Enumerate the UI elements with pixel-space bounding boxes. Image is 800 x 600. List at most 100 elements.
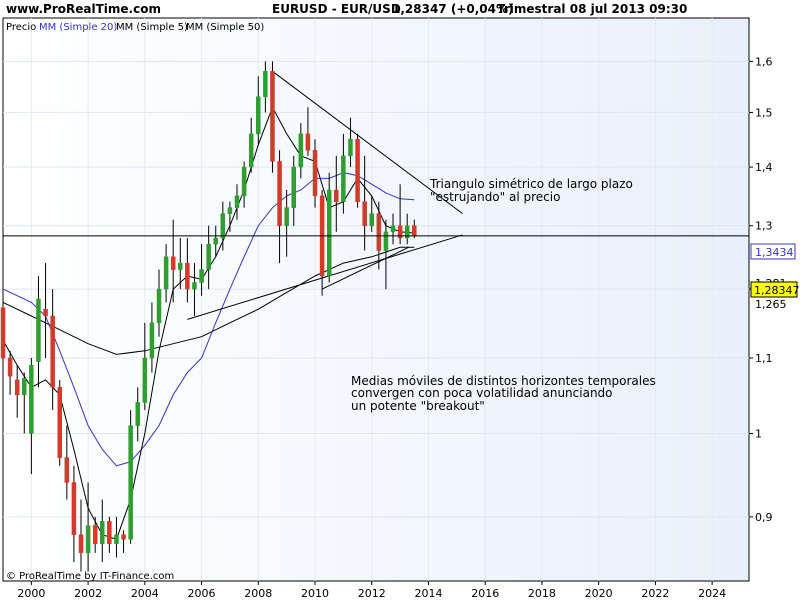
x-tick-label: 2016 [471, 587, 499, 600]
candle-up [248, 117, 254, 173]
candle-down [7, 350, 13, 395]
candle-body [383, 231, 389, 251]
candle-body [142, 357, 148, 403]
candle-body [64, 457, 70, 483]
ma50-line [2, 246, 415, 355]
site-name[interactable]: www.ProRealTime.com [6, 2, 161, 16]
candle-body [14, 379, 20, 396]
candle-body [362, 201, 367, 226]
candle-body [100, 521, 105, 544]
x-tick-label: 2004 [131, 587, 159, 600]
candle-body [36, 298, 41, 362]
candle-body [7, 357, 13, 377]
candle-body [326, 189, 332, 277]
copyright-text: © ProRealTime by IT-Finance.com [6, 571, 174, 582]
candle-up [227, 201, 233, 232]
candle-body [57, 387, 62, 458]
trendline [272, 70, 463, 215]
candle-down [57, 379, 62, 466]
instrument-name: EURUSD - EUR/USD [272, 2, 401, 16]
candle-up [163, 244, 169, 303]
current-price-label: 1,28347 [754, 284, 800, 297]
candle-up [213, 225, 218, 257]
candle-up [256, 76, 261, 145]
candle-down [71, 465, 77, 563]
candle-up [149, 302, 155, 373]
candle-body [291, 166, 296, 208]
candle-down [305, 107, 311, 156]
candle-up [390, 213, 396, 245]
candle-down [334, 155, 339, 232]
candle-body [277, 161, 282, 226]
candle-down [64, 425, 70, 500]
trendline [321, 246, 409, 290]
plot-area [2, 17, 750, 582]
candle-body [192, 282, 197, 290]
price-labels: 1,3434 1,281 1,28347 1,265 [750, 243, 800, 311]
ma20-label-box [750, 243, 796, 260]
candle-up [284, 190, 289, 257]
candle-body [178, 262, 183, 270]
candle-body [312, 150, 318, 197]
candle-body [369, 213, 374, 226]
candle-body [348, 139, 353, 157]
candle-body [185, 262, 190, 290]
candle-down [121, 530, 126, 553]
candle-body [404, 225, 410, 239]
candle-body [92, 525, 98, 544]
candle-body [284, 207, 289, 226]
candle-down [277, 150, 282, 264]
candle-body [355, 139, 360, 202]
candle-body [22, 378, 27, 396]
candle-body [0, 307, 6, 359]
y-tick-label: 1,4 [755, 161, 773, 174]
candle-up [220, 201, 226, 251]
candle-up [298, 123, 304, 179]
candle-up [128, 410, 133, 544]
x-tick-label: 2000 [17, 587, 45, 600]
candle-body [334, 189, 339, 202]
candle-body [107, 521, 112, 544]
candle-up [156, 269, 162, 337]
grid [3, 18, 749, 581]
x-tick-label: 2020 [585, 587, 613, 600]
legend-price: Precio [6, 22, 36, 33]
y-tick-label: 1,6 [755, 55, 773, 68]
candle-up [263, 61, 268, 113]
candle-down [0, 299, 6, 366]
indicator-legend: Precio MM (Simple 20) MM (Simple 5) MM (… [6, 22, 264, 33]
x-tick-label: 2008 [244, 587, 272, 600]
candle-down [355, 133, 360, 208]
annotation-ma-line1: Medias móviles de distintos horizontes t… [351, 374, 656, 388]
candle-down [270, 61, 275, 173]
candle-body [199, 269, 204, 283]
candle-up [404, 213, 410, 245]
candle-body [376, 213, 382, 251]
candle-up [142, 322, 148, 411]
ma20-line [2, 172, 415, 467]
candle-up [341, 133, 346, 214]
candle-body [71, 482, 77, 535]
x-tick-label: 2012 [358, 587, 386, 600]
legend-ma50: MM (Simple 50) [186, 22, 264, 33]
candle-up [22, 372, 27, 434]
candle-up [326, 172, 332, 283]
candle-down [312, 139, 318, 208]
candle-body [114, 534, 119, 544]
y-tick-label: 1,1 [755, 352, 773, 365]
chart-header: www.ProRealTime.com EURUSD - EUR/USD 1,2… [0, 0, 800, 18]
candle-body [78, 534, 84, 554]
candle-down [397, 184, 403, 245]
candle-body [248, 133, 254, 168]
candle-body [256, 96, 261, 135]
ma20-value-label: 1,3434 [755, 246, 794, 259]
trendline [187, 234, 463, 320]
candle-body [305, 133, 311, 151]
x-axis: 2000 2002 2004 2006 2008 2010 2012 2014 2016 2018… [17, 581, 726, 600]
annotation-triangle: Triangulo simétrico de largo plazo "estr… [429, 177, 633, 204]
candle-down [43, 263, 48, 359]
candle-body [390, 225, 396, 233]
candle-body [270, 71, 275, 162]
candle-up [234, 184, 240, 220]
